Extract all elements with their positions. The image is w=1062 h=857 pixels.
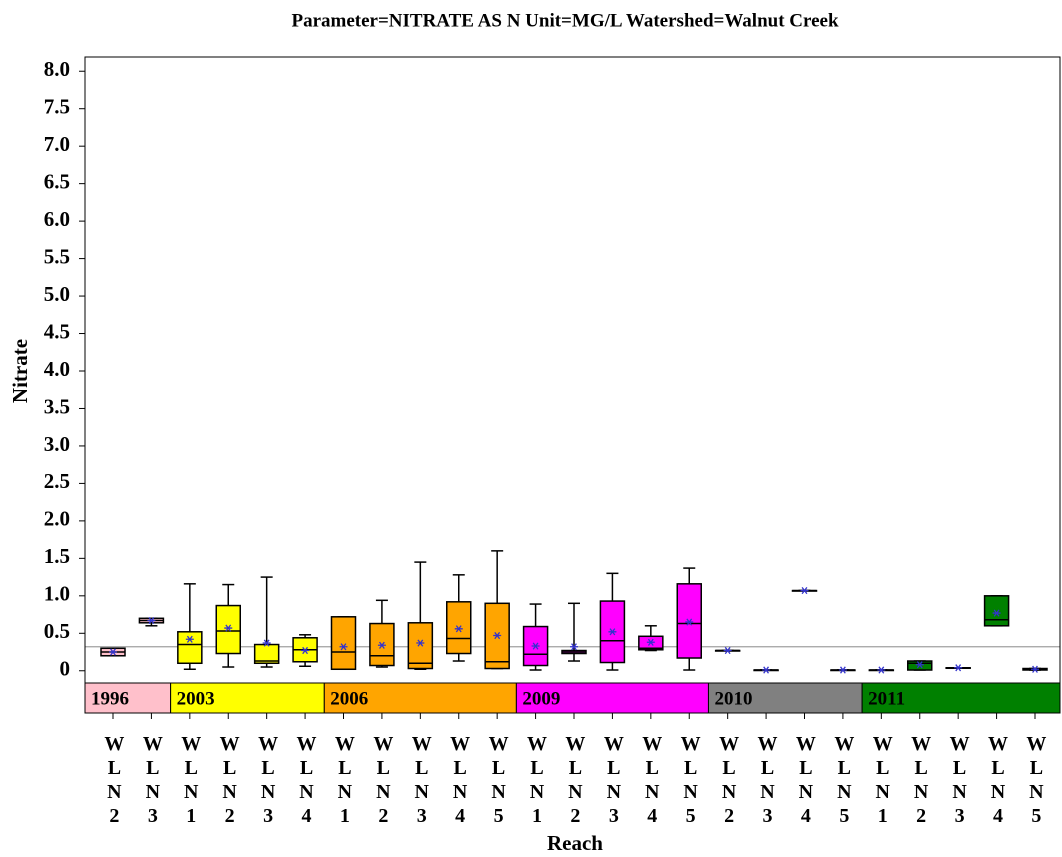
mean-marker — [723, 646, 732, 655]
box — [983, 595, 1010, 627]
mean-marker — [685, 618, 694, 626]
x-tick-label: WLN2 — [564, 733, 586, 829]
box — [676, 583, 702, 659]
y-tick-label: 1.0 — [44, 582, 70, 606]
box — [330, 616, 357, 671]
x-tick-label: WLN1 — [526, 733, 548, 829]
group-band — [323, 682, 517, 714]
group-label: 2003 — [177, 688, 215, 709]
x-tick-label: WLN3 — [257, 733, 279, 829]
mean-marker — [339, 643, 348, 651]
x-tick-label: WLN4 — [987, 733, 1009, 829]
box — [407, 622, 434, 670]
x-tick-label: WLN2 — [372, 733, 394, 829]
y-tick-label: 3.0 — [44, 432, 70, 456]
x-tick-label: WLN1 — [180, 733, 202, 829]
y-tick-label: 6.0 — [44, 207, 70, 231]
mean-marker — [877, 666, 886, 674]
y-tick-label: 2.0 — [44, 507, 70, 531]
mean-marker — [147, 616, 156, 625]
group-label: 2006 — [330, 688, 368, 709]
x-axis-label: Reach — [547, 831, 603, 855]
mean-marker — [224, 624, 233, 632]
mean-marker — [262, 639, 271, 647]
x-tick-label: WLN5 — [488, 733, 510, 829]
y-tick-label: 1.5 — [44, 544, 70, 568]
x-tick-label: WLN4 — [449, 733, 471, 829]
x-tick-label: WLN2 — [910, 733, 932, 829]
box — [253, 643, 280, 665]
x-tick-label: WLN3 — [142, 733, 164, 829]
mean-marker — [301, 646, 310, 655]
x-tick-label: WLN4 — [795, 733, 817, 829]
x-tick-label: WLN2 — [219, 733, 241, 829]
x-tick-label: WLN1 — [334, 733, 356, 829]
y-tick-label: 6.5 — [44, 169, 70, 193]
mean-marker — [915, 661, 924, 669]
box — [484, 602, 510, 670]
x-tick-label: WLN4 — [295, 733, 317, 829]
mean-marker — [1031, 665, 1039, 673]
y-tick-label: 0 — [60, 657, 71, 681]
x-tick-label: WLN3 — [603, 733, 625, 829]
group-label: 2010 — [714, 688, 752, 709]
y-tick-label: 2.5 — [44, 469, 70, 493]
x-tick-label: WLN1 — [872, 733, 894, 829]
x-tick-label: WLN4 — [641, 733, 663, 829]
chart-title: Parameter=NITRATE AS N Unit=MG/L Watersh… — [291, 10, 838, 31]
mean-marker — [454, 625, 463, 633]
group-label: 2009 — [522, 688, 560, 709]
y-tick-label: 4.5 — [44, 319, 70, 343]
y-tick-label: 5.0 — [44, 282, 70, 306]
mean-marker — [531, 642, 540, 650]
box — [177, 631, 203, 665]
group-label: 1996 — [91, 688, 129, 709]
group-band — [861, 682, 1061, 714]
y-tick-label: 8.0 — [44, 57, 70, 81]
x-tick-label: WLN3 — [411, 733, 433, 829]
x-tick-label: WLN5 — [680, 733, 702, 829]
x-tick-label: WLN5 — [1025, 733, 1047, 829]
mean-marker — [185, 635, 194, 643]
x-tick-label: WLN5 — [833, 733, 855, 829]
mean-marker — [109, 648, 117, 656]
mean-marker — [954, 664, 963, 672]
group-label: 2011 — [868, 688, 905, 709]
y-tick-label: 3.5 — [44, 394, 70, 418]
mean-marker — [416, 639, 425, 647]
y-tick-label: 4.0 — [44, 357, 70, 381]
plot-frame — [84, 56, 1061, 714]
mean-marker — [838, 666, 847, 674]
x-tick-label: WLN3 — [949, 733, 971, 829]
mean-marker — [646, 638, 655, 646]
x-tick-label: WLN2 — [103, 733, 125, 829]
x-tick-label: WLN3 — [756, 733, 778, 829]
box — [446, 601, 472, 655]
mean-marker — [992, 609, 1001, 617]
y-tick-label: 7.5 — [44, 95, 70, 119]
box — [215, 604, 241, 655]
y-tick-label: 7.0 — [44, 132, 70, 156]
mean-marker — [762, 666, 771, 674]
mean-marker — [493, 631, 502, 640]
y-tick-label: 5.5 — [44, 244, 70, 268]
mean-marker — [377, 641, 386, 649]
mean-marker — [570, 643, 578, 651]
x-tick-label: WLN2 — [718, 733, 740, 829]
mean-marker — [800, 586, 809, 595]
y-axis-label: Nitrate — [8, 339, 32, 403]
y-tick-label: 0.5 — [44, 619, 70, 643]
mean-marker — [608, 628, 617, 636]
group-band — [707, 682, 863, 714]
